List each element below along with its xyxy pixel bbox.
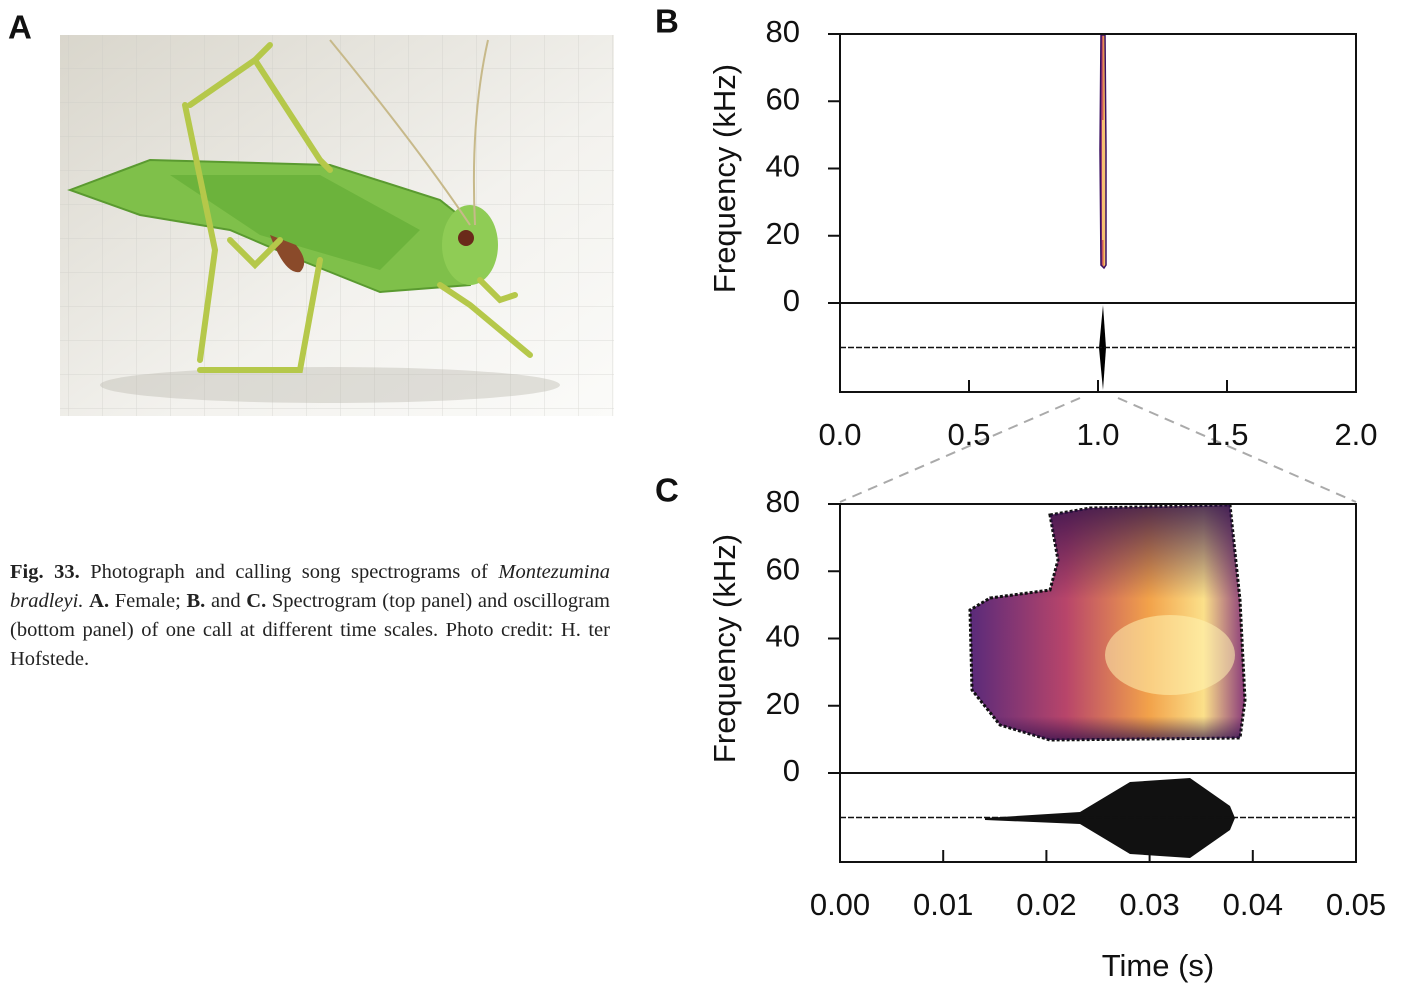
y-tick-label: 0 <box>783 283 800 318</box>
x-tick-label: 1.0 <box>1076 417 1119 452</box>
y-axis-label: Frequency (kHz) <box>707 534 742 763</box>
caption-part: A. <box>89 590 110 612</box>
zoom-line <box>1117 397 1357 503</box>
panel-label: C <box>655 472 679 509</box>
y-tick-label: 40 <box>766 619 800 654</box>
x-tick-label: 1.5 <box>1205 417 1248 452</box>
spectrogram-b <box>1099 34 1107 390</box>
x-tick-label: 0.0 <box>818 417 861 452</box>
x-tick-label: 0.02 <box>1016 887 1076 922</box>
y-axis-label: Frequency (kHz) <box>707 64 742 293</box>
x-tick-label: 0.5 <box>947 417 990 452</box>
x-axis-label: Time (s) <box>1102 948 1215 983</box>
y-tick-label: 40 <box>766 149 800 184</box>
caption: Fig. 33. Photograph and calling song spe… <box>10 558 610 674</box>
y-tick-label: 80 <box>766 484 800 519</box>
caption-part: B. <box>186 590 206 612</box>
zoom-line <box>839 397 1081 503</box>
panel-label: A <box>8 9 32 46</box>
spectrogram-c <box>968 503 1247 858</box>
caption-part: Photograph and calling song spectrograms… <box>79 561 499 583</box>
caption-part: Spectrogram (top panel) and oscillogram … <box>10 590 610 670</box>
y-tick-label: 60 <box>766 551 800 586</box>
caption-part: Female; <box>109 590 187 612</box>
x-tick-label: 2.0 <box>1334 417 1377 452</box>
y-tick-label: 20 <box>766 686 800 721</box>
plot-frame <box>839 503 1357 863</box>
x-tick-label: 0.00 <box>810 887 870 922</box>
y-tick-label: 0 <box>783 753 800 788</box>
x-tick-label: 0.04 <box>1223 887 1283 922</box>
caption-part: Fig. 33. <box>10 561 80 583</box>
y-tick-label: 20 <box>766 216 800 251</box>
x-tick-label: 0.01 <box>913 887 973 922</box>
panel-label: B <box>655 3 679 40</box>
x-tick-label: 0.03 <box>1119 887 1179 922</box>
caption-part: C. <box>246 590 267 612</box>
caption-part: Montezumina bradleyi. <box>10 561 611 612</box>
y-tick-label: 80 <box>766 14 800 49</box>
y-tick-label: 60 <box>766 81 800 116</box>
plot-frame <box>839 33 1357 393</box>
x-tick-label: 0.05 <box>1326 887 1386 922</box>
photo <box>60 35 614 416</box>
caption-part: and <box>205 590 247 612</box>
